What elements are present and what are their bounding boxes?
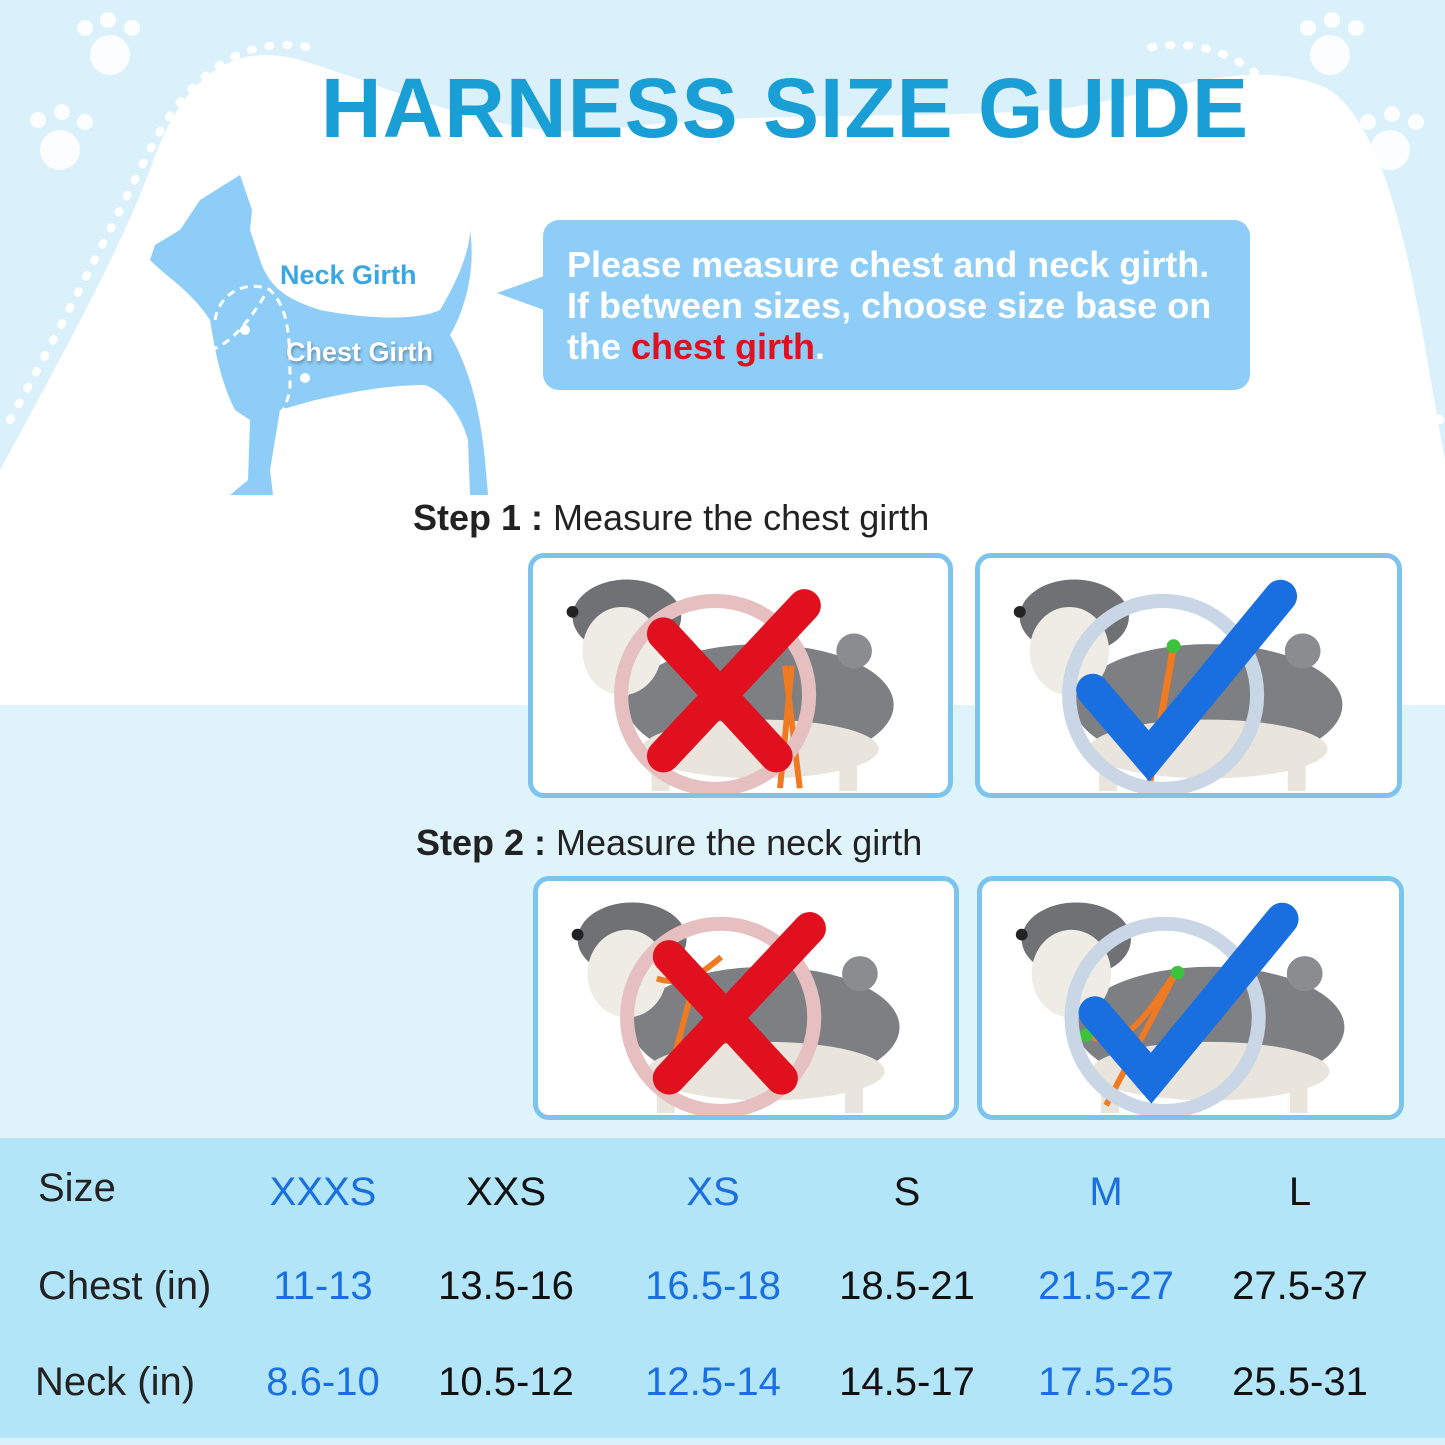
paw-print-icon <box>30 12 1424 170</box>
chest-girth-label: Chest Girth <box>286 337 434 367</box>
step-1-label: Step 1 : <box>413 497 544 538</box>
chest-girth-highlight: chest girth <box>631 326 816 367</box>
correct-check-icon <box>1062 579 1298 793</box>
wrong-x-icon <box>614 589 821 793</box>
step-1-correct-photo <box>975 553 1402 798</box>
size-cell: L <box>1288 1170 1312 1214</box>
step-1-text: Measure the chest girth <box>553 497 930 538</box>
neck-cell: 14.5-17 <box>839 1360 975 1404</box>
chest-cell: 13.5-16 <box>438 1264 574 1308</box>
neck-cell: 12.5-14 <box>645 1360 781 1404</box>
size-table: Size Chest (in) Neck (in) XXXS XXS XS S M L 11… <box>0 1138 1445 1438</box>
instruction-line-1: Please measure chest and neck girth. <box>567 244 1210 285</box>
size-cell: S <box>893 1170 921 1214</box>
neck-cell: 10.5-12 <box>438 1360 574 1404</box>
row-label-neck: Neck (in) <box>35 1360 196 1404</box>
correct-check-icon <box>1064 902 1299 1115</box>
neck-cell: 8.6-10 <box>266 1360 380 1404</box>
instruction-line-3-suffix: . <box>815 326 826 367</box>
neck-girth-label: Neck Girth <box>280 260 417 290</box>
neck-cell: 17.5-25 <box>1038 1360 1174 1404</box>
chest-cell: 11-13 <box>273 1264 373 1308</box>
instruction-line-3: the chest girth. <box>567 326 1257 367</box>
step-2-correct-photo <box>977 876 1404 1120</box>
neck-cell: 25.5-31 <box>1232 1360 1368 1404</box>
size-cell: XS <box>686 1170 740 1214</box>
dog-silhouette-diagram <box>150 175 488 495</box>
size-cell: XXXS <box>269 1170 377 1214</box>
instruction-text: Please measure chest and neck girth. If … <box>567 244 1257 367</box>
chest-cell: 18.5-21 <box>839 1264 975 1308</box>
instruction-line-3-prefix: the <box>567 326 632 367</box>
step-2-heading: Step 2 : Measure the neck girth <box>416 822 922 864</box>
size-cell: XXS <box>465 1170 547 1214</box>
page-title: HARNESS SIZE GUIDE <box>320 61 1250 155</box>
step-2-label: Step 2 : <box>416 822 547 863</box>
step-2-wrong-photo <box>533 876 959 1120</box>
wrong-x-icon <box>620 912 826 1115</box>
row-label-chest: Chest (in) <box>38 1264 212 1308</box>
row-label-size: Size <box>38 1166 116 1210</box>
instruction-bubble <box>543 220 1250 390</box>
chest-cell: 27.5-37 <box>1232 1264 1368 1308</box>
chest-cell: 16.5-18 <box>645 1264 781 1308</box>
step-2-text: Measure the neck girth <box>556 822 923 863</box>
step-1-wrong-photo <box>528 553 953 798</box>
instruction-line-2: If between sizes, choose size base on <box>567 285 1212 326</box>
chest-cell: 21.5-27 <box>1038 1264 1174 1308</box>
step-1-heading: Step 1 : Measure the chest girth <box>413 497 929 539</box>
speech-bubble-tail <box>497 275 547 311</box>
size-cell: M <box>1089 1170 1123 1214</box>
